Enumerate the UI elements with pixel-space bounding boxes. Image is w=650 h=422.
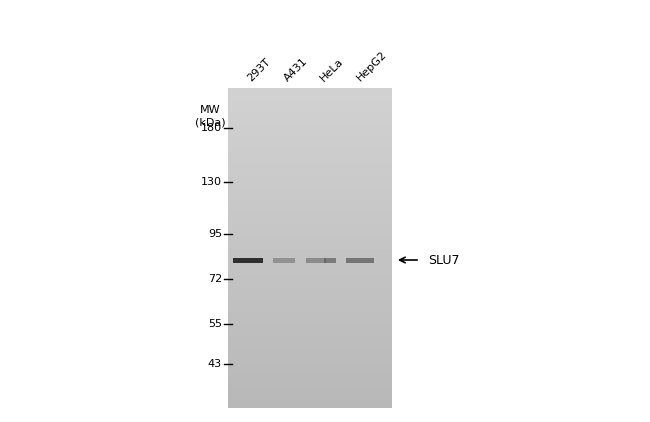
Text: 180: 180 — [201, 123, 222, 133]
Bar — [233, 257, 263, 262]
Text: 95: 95 — [208, 229, 222, 239]
Text: SLU7: SLU7 — [428, 254, 460, 267]
Text: MW
(kDa): MW (kDa) — [195, 105, 226, 127]
Bar — [306, 257, 326, 262]
Text: 130: 130 — [201, 177, 222, 187]
Text: 55: 55 — [208, 319, 222, 329]
Text: HepG2: HepG2 — [355, 49, 389, 83]
Text: HeLa: HeLa — [318, 56, 345, 83]
Text: 72: 72 — [208, 274, 222, 284]
Bar — [228, 88, 392, 408]
Bar — [273, 257, 295, 262]
Bar — [324, 257, 336, 262]
Text: 43: 43 — [208, 360, 222, 369]
Text: A431: A431 — [282, 56, 309, 83]
Bar — [346, 257, 374, 262]
Text: 293T: 293T — [246, 56, 273, 83]
